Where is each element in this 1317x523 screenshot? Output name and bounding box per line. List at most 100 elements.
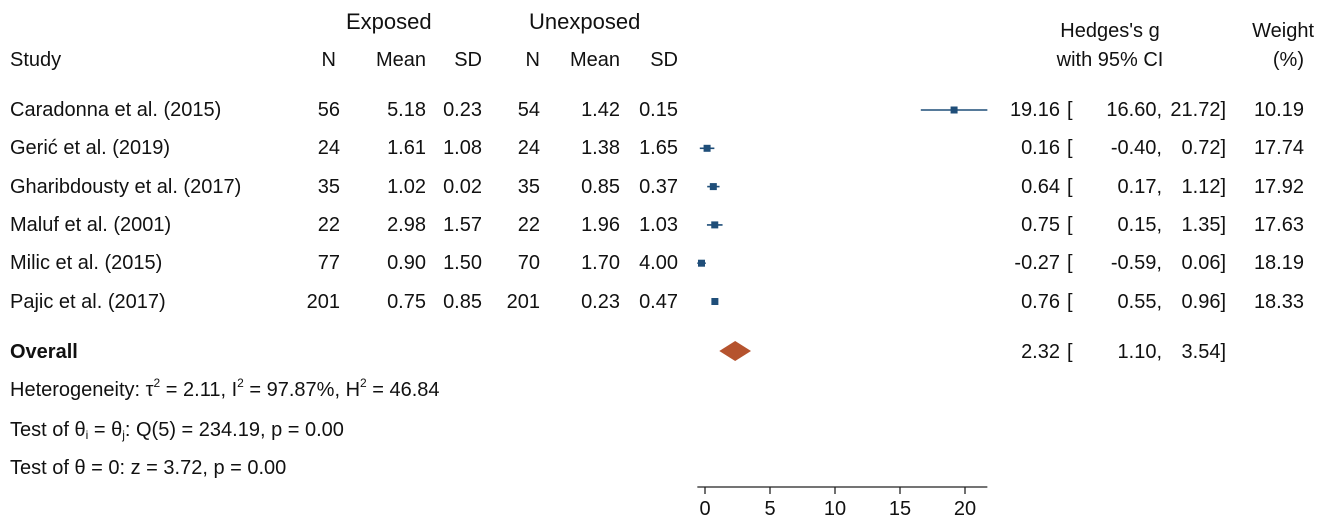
exposed-sd: 0.02: [443, 175, 482, 198]
unexposed-mean: 0.23: [581, 290, 620, 313]
weight-header-line2: (%): [1272, 49, 1304, 71]
weight-value: 17.92: [1253, 175, 1304, 198]
unexposed-n: 201: [506, 290, 540, 313]
exposed-mean: 5.18: [387, 99, 426, 121]
unexposed-mean: 1.96: [581, 213, 620, 236]
study-name: Caradonna et al. (2015): [10, 99, 222, 121]
ci-open-bracket: [: [1067, 99, 1073, 121]
weight-value: 10.19: [1253, 99, 1304, 121]
ci-lower: -0.59,: [1110, 252, 1162, 275]
overall-diamond: [719, 341, 752, 361]
exposed-sd: 1.08: [443, 137, 482, 160]
exposed-mean: 1.61: [387, 137, 426, 160]
exposed-n: 201: [306, 290, 340, 313]
effect-size: 0.16: [1021, 137, 1060, 160]
exposed-n: 77: [317, 252, 340, 275]
effect-header-line1: Hedges's g: [1060, 20, 1160, 42]
effect-size: 0.75: [1021, 213, 1060, 236]
unexposed-sd-header: SD: [650, 49, 678, 71]
exposed-mean: 1.02: [387, 175, 426, 198]
ci-lower: 0.15,: [1117, 213, 1162, 236]
effect-size: 0.76: [1021, 290, 1060, 313]
weight-header-line1: Weight: [1252, 20, 1314, 42]
overall-label: Overall: [10, 341, 78, 363]
ci-open-bracket: [: [1067, 175, 1073, 198]
exposed-sd: 1.57: [443, 213, 482, 236]
ci-upper: 0.72]: [1181, 137, 1226, 160]
unexposed-sd: 0.15: [639, 99, 678, 121]
ci-upper: 0.96]: [1181, 290, 1226, 313]
weight-value: 17.63: [1253, 213, 1304, 236]
exposed-mean: 0.90: [387, 252, 426, 275]
unexposed-n: 24: [517, 137, 540, 160]
unexposed-mean: 1.70: [581, 252, 620, 275]
overall-ci-hi: 3.54]: [1181, 341, 1226, 363]
x-tick-label: 5: [764, 498, 775, 520]
effect-size: 19.16: [1009, 99, 1060, 121]
unexposed-n: 54: [517, 99, 540, 121]
overall-ci-lo: 1.10,: [1117, 341, 1162, 363]
exposed-n: 24: [317, 137, 340, 160]
ci-open-bracket: [: [1067, 137, 1073, 160]
ci-lower: 0.17,: [1117, 175, 1162, 198]
exposed-sd-header: SD: [454, 49, 482, 71]
exposed-n-header: N: [321, 49, 336, 71]
homogeneity-test: Test of θi = θj: Q(5) = 234.19, p = 0.00: [10, 419, 344, 442]
unexposed-mean-header: Mean: [569, 49, 620, 71]
ci-lower: -0.40,: [1110, 137, 1162, 160]
unexposed-mean: 0.85: [581, 175, 620, 198]
exposed-sd: 1.50: [443, 252, 482, 275]
exposed-sd: 0.85: [443, 290, 482, 313]
exposed-group-header: Exposed: [346, 9, 432, 34]
ci-open-bracket: [: [1067, 290, 1073, 313]
study-marker: [711, 298, 719, 305]
unexposed-n: 22: [517, 213, 540, 236]
unexposed-group-header: Unexposed: [529, 9, 641, 34]
unexposed-sd: 0.37: [639, 175, 678, 198]
ci-open-bracket: [: [1067, 252, 1073, 275]
study-column-header: Study: [10, 49, 62, 71]
exposed-mean-header: Mean: [375, 49, 426, 71]
ci-open-bracket: [: [1067, 213, 1073, 236]
unexposed-n: 35: [517, 175, 540, 198]
heterogeneity-stats: Heterogeneity: τ2 = 2.11, I2 = 97.87%, H…: [10, 376, 440, 401]
study-marker: [703, 144, 711, 152]
ci-upper: 21.72]: [1170, 99, 1226, 121]
ci-upper: 1.12]: [1181, 175, 1226, 198]
ci-lower: 16.60,: [1106, 99, 1162, 121]
exposed-mean: 2.98: [387, 213, 426, 236]
overall-g: 2.32: [1021, 341, 1060, 363]
weight-value: 18.19: [1253, 252, 1304, 275]
exposed-n: 22: [317, 213, 340, 236]
exposed-sd: 0.23: [443, 99, 482, 121]
x-tick-label: 0: [699, 498, 710, 520]
x-tick-label: 20: [954, 498, 976, 520]
study-name: Pajic et al. (2017): [10, 290, 166, 313]
unexposed-sd: 4.00: [639, 252, 678, 275]
study-marker: [950, 106, 958, 114]
unexposed-n: 70: [517, 252, 540, 275]
exposed-n: 56: [317, 99, 340, 121]
study-name: Gerić et al. (2019): [10, 137, 171, 160]
ci-lower: 0.55,: [1117, 290, 1162, 313]
ci-upper: 1.35]: [1181, 213, 1226, 236]
study-marker: [711, 221, 719, 229]
unexposed-n-header: N: [525, 49, 540, 71]
effect-header-line2: with 95% CI: [1056, 49, 1164, 71]
weight-value: 17.74: [1253, 137, 1304, 160]
effect-size: -0.27: [1014, 252, 1060, 275]
unexposed-sd: 1.03: [639, 213, 678, 236]
overall-effect-test: Test of θ = 0: z = 3.72, p = 0.00: [10, 457, 287, 479]
unexposed-sd: 0.47: [639, 290, 678, 313]
exposed-n: 35: [317, 175, 340, 198]
exposed-mean: 0.75: [387, 290, 426, 313]
unexposed-mean: 1.38: [581, 137, 620, 160]
effect-size: 0.64: [1021, 175, 1060, 198]
overall-ci-open: [: [1067, 341, 1073, 363]
x-tick-label: 15: [889, 498, 911, 520]
unexposed-sd: 1.65: [639, 137, 678, 160]
study-name: Maluf et al. (2001): [10, 213, 172, 236]
ci-upper: 0.06]: [1181, 252, 1226, 275]
study-marker: [709, 183, 717, 191]
